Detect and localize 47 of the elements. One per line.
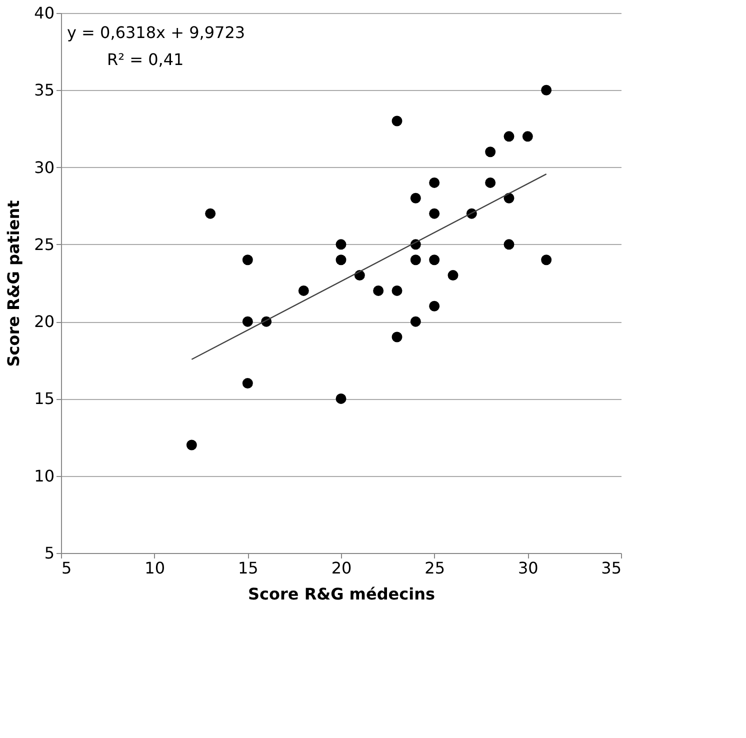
x-tick-label: 15 (238, 558, 258, 578)
x-tick-label: 25 (424, 558, 446, 578)
y-tick-label: 10 (34, 466, 54, 486)
x-tick-label: 10 (144, 558, 166, 578)
x-tick-label: 20 (331, 558, 352, 578)
point (336, 254, 346, 266)
point (392, 116, 402, 126)
x-tick-label: 35 (601, 558, 622, 578)
x-tick-label: 30 (518, 558, 538, 578)
point (410, 254, 421, 266)
x-tick-label: 5 (62, 558, 72, 578)
point (504, 239, 514, 250)
y-tick-label: 30 (34, 158, 54, 177)
point (392, 285, 402, 296)
point (336, 239, 346, 250)
annotation: y = 0,6318x + 9,9723 (67, 23, 246, 42)
x-axis-title: Score R&G médecins (248, 584, 435, 604)
point (242, 378, 253, 389)
y-tick-label: 5 (44, 544, 54, 562)
point (448, 270, 458, 281)
point (541, 84, 552, 96)
point (410, 316, 421, 327)
y-tick-label: 40 (34, 4, 54, 22)
y-tick-label: 35 (34, 80, 54, 100)
point (429, 208, 440, 219)
point (541, 254, 552, 266)
point (298, 285, 309, 296)
point (205, 208, 216, 219)
point (429, 177, 440, 188)
point (485, 146, 496, 158)
point (410, 192, 421, 204)
y-tick-label: 15 (34, 389, 54, 408)
point (373, 285, 384, 296)
point (429, 300, 440, 312)
point (336, 393, 346, 404)
point (504, 131, 514, 142)
point (522, 131, 533, 142)
annotation: R² = 0,41 (107, 50, 184, 69)
point (392, 332, 402, 342)
point (485, 177, 496, 188)
point (429, 254, 440, 266)
y-tick-label: 20 (34, 312, 54, 332)
point (242, 316, 253, 327)
y-axis-title: Score R&G patient (4, 200, 24, 367)
point (186, 440, 197, 450)
y-tick-label: 25 (34, 234, 54, 254)
point (242, 254, 253, 266)
